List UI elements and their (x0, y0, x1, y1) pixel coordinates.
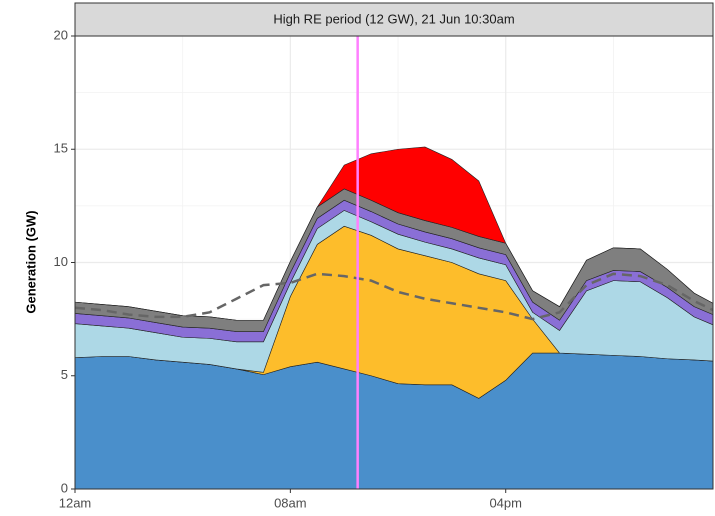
y-tick-label: 20 (54, 27, 68, 42)
x-tick-label: 08am (274, 495, 307, 510)
demand-line (74, 272, 714, 321)
y-tick-label: 10 (54, 254, 68, 269)
chart-title: High RE period (12 GW), 21 Jun 10:30am (273, 11, 514, 26)
x-tick-label: 12am (59, 495, 92, 510)
overlay (74, 36, 714, 489)
y-axis-label: Generation (GW) (23, 210, 38, 313)
x-tick-label: 04pm (489, 495, 522, 510)
y-tick-label: 0 (61, 480, 68, 495)
y-tick-label: 5 (61, 367, 68, 382)
axes: 0 5 10 15 20 12am 08am 04pm (54, 27, 522, 510)
strip (74, 2, 714, 37)
y-tick-label: 15 (54, 141, 68, 156)
